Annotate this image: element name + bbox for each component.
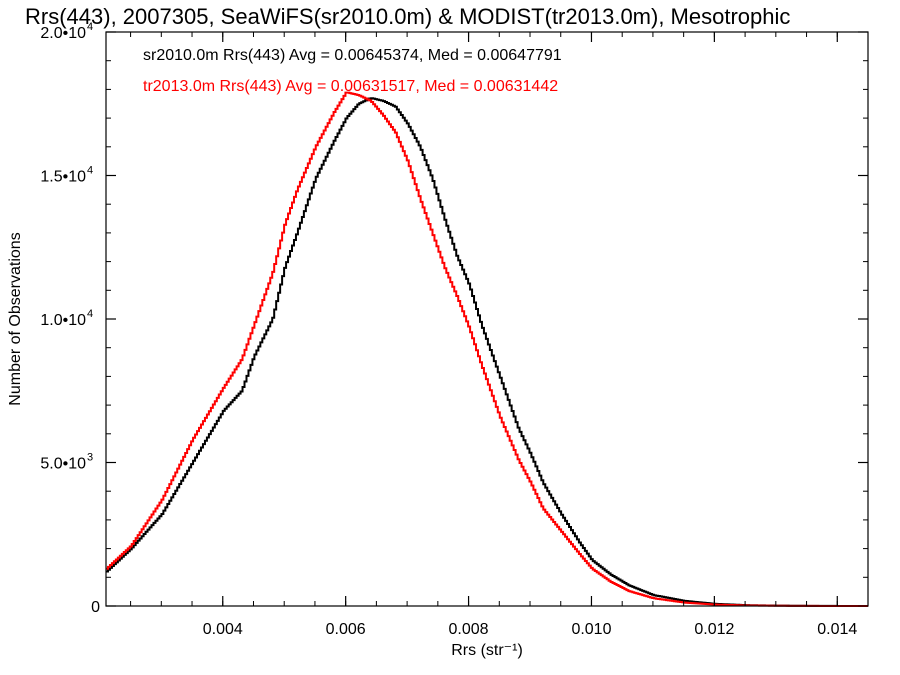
x-axis-title: Rrs (str⁻¹) bbox=[451, 642, 523, 659]
x-tick-label: 0.004 bbox=[203, 621, 243, 638]
y-tick-exponent: 4 bbox=[87, 308, 93, 320]
annotation-red: tr2013.0m Rrs(443) Avg = 0.00631517, Med… bbox=[143, 78, 558, 95]
series-layer bbox=[106, 91, 868, 607]
chart-title: Rrs(443), 2007305, SeaWiFS(sr2010.0m) & … bbox=[25, 4, 790, 29]
histogram-series-2 bbox=[106, 91, 868, 607]
y-axis-title: Number of Observations bbox=[7, 232, 24, 405]
x-tick-label: 0.012 bbox=[694, 621, 734, 638]
x-tick-label: 0.006 bbox=[326, 621, 366, 638]
histogram-series-1 bbox=[106, 97, 868, 607]
y-tick-exponent: 4 bbox=[87, 21, 93, 33]
plot-frame bbox=[105, 31, 869, 607]
y-tick-label: 2.0•10 bbox=[40, 25, 86, 42]
x-tick-label: 0.008 bbox=[449, 621, 489, 638]
x-axis: 0.004 0.006 0.008 0.010 0.012 0.014 bbox=[130, 32, 857, 638]
y-tick-label: 5.0•10 bbox=[40, 456, 86, 473]
x-tick-label: 0.010 bbox=[571, 621, 611, 638]
x-tick-label: 0.014 bbox=[817, 621, 857, 638]
y-axis: 05.0•10 31.0•10 41.5•10 42.0•10 4 bbox=[40, 21, 868, 616]
y-tick-exponent: 4 bbox=[87, 165, 93, 177]
annotation-black: sr2010.0m Rrs(443) Avg = 0.00645374, Med… bbox=[143, 47, 562, 64]
y-tick-label: 0 bbox=[91, 599, 100, 616]
y-tick-label: 1.5•10 bbox=[40, 169, 86, 186]
y-tick-label: 1.0•10 bbox=[40, 312, 86, 329]
y-tick-exponent: 3 bbox=[87, 452, 93, 464]
